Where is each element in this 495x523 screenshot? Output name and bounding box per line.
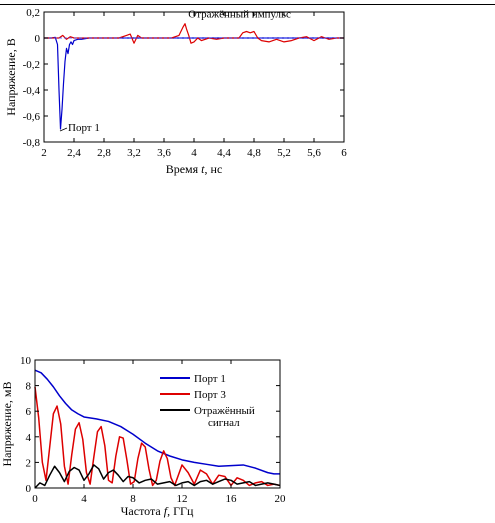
y-axis: 0,2 0 -0,2 -0,4 -0,6 -0,8 (23, 7, 344, 149)
x-axis: 0 4 8 12 16 20 (32, 360, 286, 505)
x-tick-label: 5,2 (277, 147, 291, 159)
x-tick-label: 2 (41, 147, 47, 159)
x-axis: 2 2,4 2,8 3,2 3,6 4 4,4 4,8 5,2 5,6 6 (41, 12, 347, 159)
y-tick-label: 8 (26, 381, 32, 393)
plot-frame (34, 359, 281, 489)
y-axis-label: Напряжение, мВ (0, 381, 14, 466)
series-layer (44, 23, 344, 130)
y-axis-label: Напряжение, В (4, 38, 18, 115)
y-tick-label: -0,6 (23, 111, 41, 123)
y-tick-label: 6 (26, 406, 32, 418)
x-tick-label: 4,8 (247, 147, 261, 159)
x-tick-label: 4 (81, 493, 87, 505)
y-tick-label: 0,2 (26, 7, 40, 19)
annotation-port1: Порт 1 (68, 122, 100, 134)
x-tick-label: 4 (191, 147, 197, 159)
x-tick-label: 6 (341, 147, 347, 159)
x-tick-label: 2,4 (67, 147, 81, 159)
annotation-reflected-pulse: Отражённый импульс (188, 9, 291, 21)
chart-time-domain: 2 2,4 2,8 3,2 3,6 4 4,4 4,8 5,2 5,6 6 0,2 0 -0,2 -0,4… (4, 7, 347, 176)
series-line-1 (44, 23, 344, 44)
annotation-leader (59, 127, 68, 132)
y-tick-label: 2 (26, 457, 32, 469)
chart-spectrum: 0 4 8 12 16 20 0 2 4 6 8 10 Порт 1 Порт 3 Отражённый… (0, 355, 286, 518)
x-axis-label: Частота f, ГГц (121, 504, 194, 518)
x-tick-label: 4,4 (217, 147, 231, 159)
legend-label-2: сигнал (208, 417, 240, 429)
series-line-1 (34, 386, 281, 487)
series-line-2 (34, 464, 281, 489)
x-tick-label: 12 (177, 493, 188, 505)
y-tick-label: 4 (26, 432, 32, 444)
x-tick-label: 20 (275, 493, 287, 505)
x-tick-label: 3,2 (127, 147, 141, 159)
x-tick-label: 3,6 (157, 147, 171, 159)
legend-label-2: Отражённый (194, 405, 255, 417)
annotation-layer: Отражённый импульс Порт 1 (59, 9, 291, 134)
x-tick-label: 2,8 (97, 147, 111, 159)
y-tick-label: -0,4 (23, 85, 41, 97)
x-tick-label: 16 (226, 493, 238, 505)
series-layer (34, 369, 281, 489)
top-rule (0, 4, 495, 5)
series-line-0 (34, 369, 280, 475)
y-tick-label: -0,8 (23, 137, 41, 149)
x-tick-label: 5,6 (307, 147, 321, 159)
series-line-0 (44, 36, 344, 130)
y-axis: 0 2 4 6 8 10 (20, 355, 280, 495)
y-tick-label: 0 (26, 483, 32, 495)
x-tick-label: 8 (130, 493, 136, 505)
x-tick-label: 0 (32, 493, 38, 505)
x-axis-label: Время t, нс (166, 162, 223, 176)
y-tick-label: -0,2 (23, 59, 40, 71)
legend-label-0: Порт 1 (194, 373, 226, 385)
y-tick-label: 0 (35, 33, 41, 45)
y-tick-label: 10 (20, 355, 32, 367)
legend-label-1: Порт 3 (194, 389, 226, 401)
